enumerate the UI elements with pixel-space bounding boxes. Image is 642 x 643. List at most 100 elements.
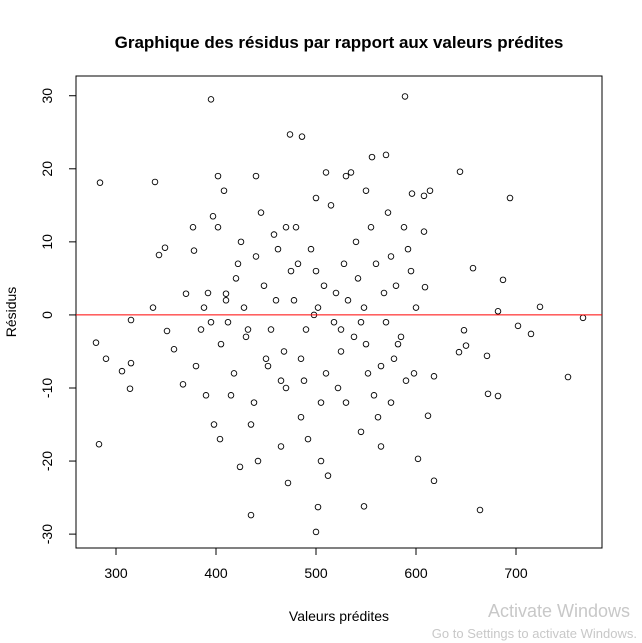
- point: [387, 399, 395, 406]
- point: [250, 399, 258, 406]
- point: [357, 318, 365, 326]
- point: [362, 340, 370, 348]
- point: [297, 355, 305, 363]
- point: [287, 267, 295, 275]
- point: [324, 472, 332, 479]
- point: [360, 503, 368, 510]
- x-tick-label: 500: [304, 565, 328, 581]
- point: [421, 283, 429, 291]
- point: [222, 297, 230, 304]
- point: [354, 275, 362, 282]
- point: [312, 528, 320, 536]
- point: [155, 251, 163, 259]
- point: [426, 187, 434, 194]
- point: [455, 348, 463, 356]
- point: [189, 223, 197, 231]
- point: [286, 131, 294, 138]
- point: [151, 178, 159, 186]
- point: [304, 435, 312, 443]
- point: [320, 282, 328, 289]
- point: [362, 187, 370, 194]
- point: [494, 392, 502, 400]
- point: [92, 339, 100, 346]
- point: [312, 194, 320, 202]
- point: [282, 223, 290, 231]
- point: [95, 440, 103, 448]
- point: [102, 355, 110, 363]
- point: [262, 355, 270, 363]
- point: [514, 322, 522, 330]
- point: [244, 326, 252, 333]
- point: [420, 192, 428, 200]
- point: [284, 479, 292, 487]
- point: [240, 304, 248, 311]
- point: [232, 275, 240, 282]
- point: [207, 318, 215, 326]
- point: [272, 297, 280, 304]
- point: [382, 151, 390, 159]
- point: [476, 506, 484, 514]
- point: [290, 297, 298, 304]
- point: [334, 384, 342, 392]
- y-axis-label: Résidus: [3, 287, 19, 338]
- point: [536, 303, 544, 311]
- point: [342, 399, 350, 406]
- point: [499, 276, 507, 284]
- point: [327, 202, 335, 209]
- y-tick-label: -30: [39, 524, 55, 544]
- point: [390, 355, 398, 363]
- point: [317, 457, 325, 465]
- point: [462, 342, 470, 349]
- point: [392, 282, 400, 289]
- point: [384, 209, 392, 216]
- point: [364, 370, 372, 377]
- y-tick-label: 20: [39, 161, 55, 177]
- point: [247, 511, 255, 519]
- point: [270, 231, 278, 238]
- point: [220, 187, 228, 194]
- point: [344, 297, 352, 304]
- point: [274, 245, 282, 253]
- point: [380, 289, 388, 297]
- point: [484, 390, 492, 398]
- point: [216, 435, 224, 443]
- point: [337, 348, 345, 355]
- y-tick-label: -20: [39, 451, 55, 471]
- point: [277, 377, 285, 384]
- point: [179, 381, 187, 388]
- point: [217, 340, 225, 348]
- point: [312, 267, 320, 275]
- point: [170, 346, 178, 353]
- point: [382, 318, 390, 326]
- watermark-title: Activate Windows: [488, 601, 630, 621]
- point: [302, 326, 310, 333]
- point: [254, 457, 262, 465]
- point: [214, 223, 222, 231]
- point: [260, 282, 268, 289]
- point: [234, 260, 242, 268]
- point: [264, 362, 272, 370]
- point: [368, 153, 376, 161]
- point: [252, 172, 260, 180]
- point: [322, 169, 330, 176]
- point: [96, 179, 104, 186]
- chart-title: Graphique des résidus par rapport aux va…: [115, 33, 564, 52]
- point: [350, 333, 358, 341]
- point: [404, 245, 412, 253]
- point: [420, 228, 428, 235]
- point: [267, 326, 275, 333]
- watermark-subtitle: Go to Settings to activate Windows.: [432, 626, 637, 641]
- point: [372, 260, 380, 268]
- point: [197, 326, 205, 333]
- point: [126, 385, 134, 392]
- point: [257, 209, 265, 216]
- point: [317, 399, 325, 406]
- point: [300, 377, 308, 384]
- point: [494, 308, 502, 315]
- point: [337, 326, 345, 333]
- point: [424, 412, 432, 420]
- point: [237, 238, 245, 246]
- point: [294, 260, 302, 268]
- point: [377, 443, 385, 450]
